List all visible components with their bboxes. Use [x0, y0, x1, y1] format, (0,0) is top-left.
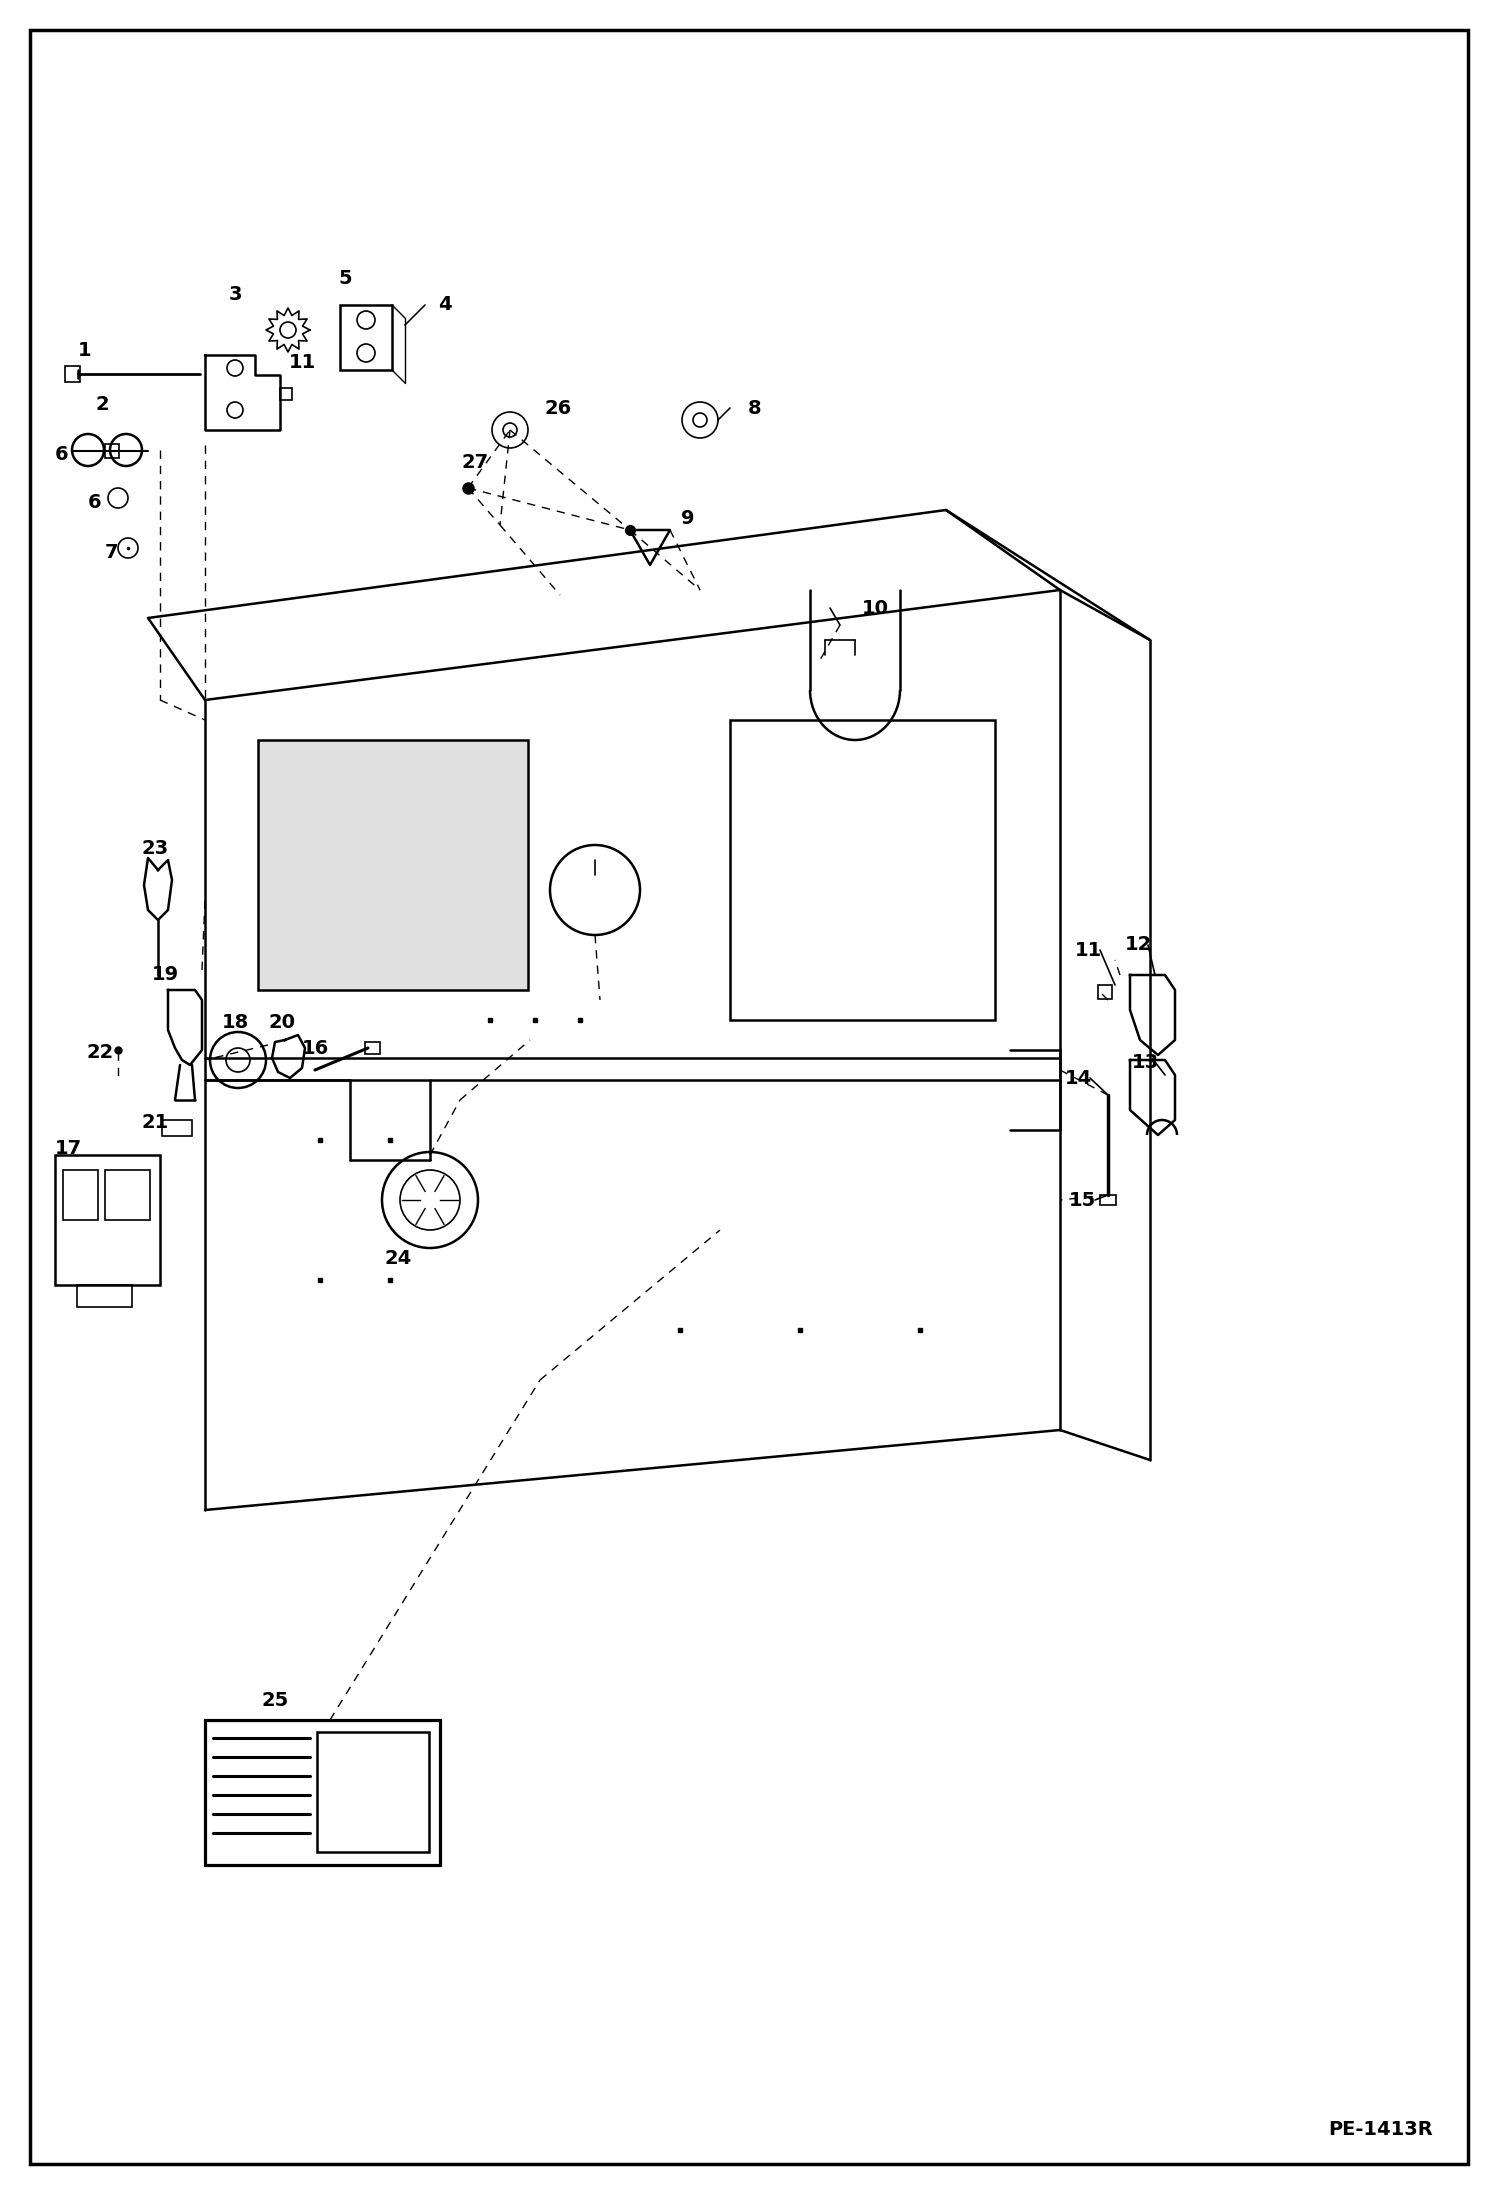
- Text: 23: 23: [141, 838, 169, 858]
- Text: 7: 7: [105, 544, 118, 562]
- Text: 15: 15: [1068, 1191, 1095, 1209]
- Text: 25: 25: [261, 1692, 289, 1709]
- Text: 9: 9: [682, 509, 695, 527]
- Text: 24: 24: [385, 1248, 412, 1268]
- Text: 21: 21: [141, 1112, 169, 1132]
- Text: 4: 4: [439, 296, 452, 314]
- Text: 3: 3: [228, 285, 241, 305]
- Bar: [318, 1731, 428, 1852]
- Bar: [205, 1720, 440, 1865]
- Bar: [55, 1154, 160, 1286]
- Text: 19: 19: [151, 965, 178, 985]
- Bar: [1098, 985, 1112, 998]
- Text: 1: 1: [78, 340, 91, 360]
- Text: PE-1413R: PE-1413R: [1329, 2119, 1434, 2139]
- Text: 13: 13: [1131, 1053, 1158, 1071]
- Text: 18: 18: [222, 1011, 249, 1031]
- Bar: [64, 366, 79, 382]
- Text: 6: 6: [88, 491, 102, 511]
- Text: 20: 20: [268, 1011, 295, 1031]
- Bar: [1100, 1196, 1116, 1205]
- Text: 27: 27: [461, 452, 488, 472]
- Text: 11: 11: [289, 353, 316, 371]
- Bar: [280, 388, 292, 399]
- Bar: [340, 305, 392, 371]
- Text: 17: 17: [54, 1139, 81, 1158]
- Text: 6: 6: [55, 445, 69, 465]
- Bar: [258, 739, 527, 989]
- Bar: [162, 1119, 192, 1136]
- Text: 8: 8: [748, 399, 762, 417]
- Bar: [76, 1286, 132, 1308]
- Bar: [730, 720, 995, 1020]
- Text: 14: 14: [1065, 1068, 1092, 1088]
- Text: 10: 10: [861, 599, 888, 617]
- Text: 11: 11: [1074, 941, 1101, 959]
- Text: 2: 2: [96, 395, 109, 415]
- Bar: [105, 443, 118, 459]
- Bar: [63, 1169, 97, 1220]
- Bar: [105, 1169, 150, 1220]
- Text: 16: 16: [301, 1038, 328, 1058]
- Text: 12: 12: [1125, 935, 1152, 954]
- Text: 22: 22: [87, 1042, 114, 1062]
- Text: 26: 26: [544, 399, 572, 417]
- Bar: [366, 1042, 380, 1053]
- Text: 5: 5: [339, 268, 352, 287]
